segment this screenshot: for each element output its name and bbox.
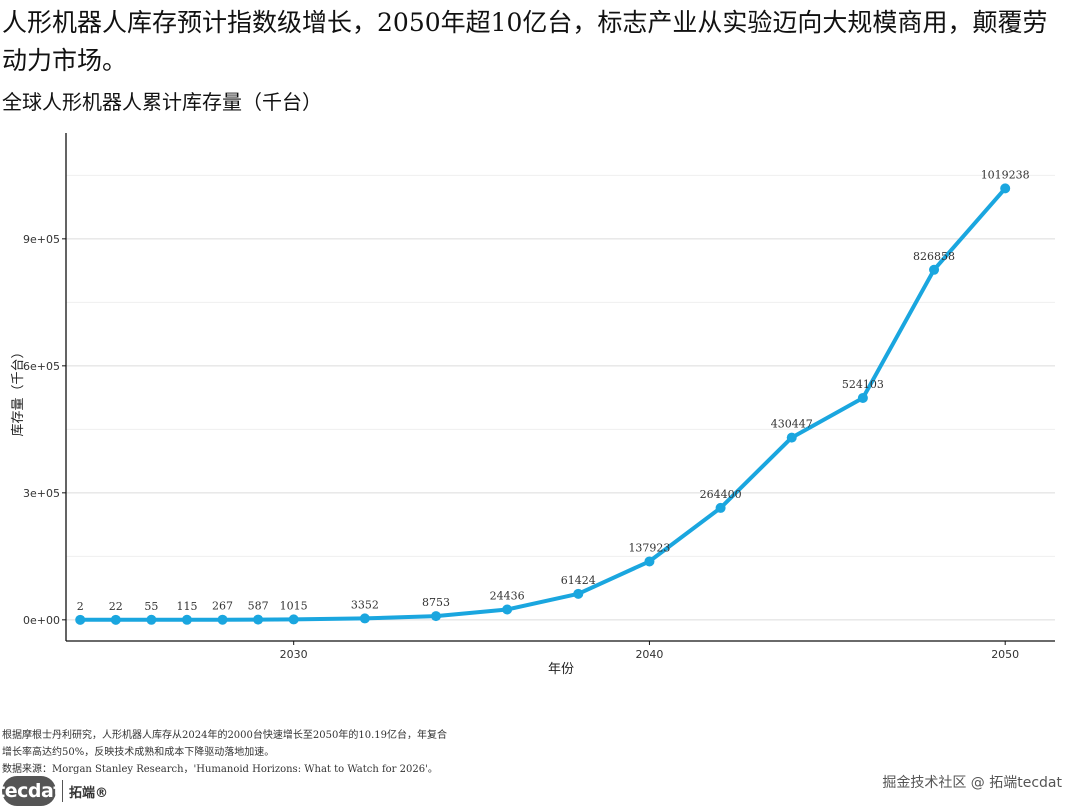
data-label: 826858 bbox=[913, 250, 955, 263]
axes bbox=[65, 133, 1055, 642]
data-point bbox=[75, 614, 86, 625]
y-axis-label: 库存量（千台） bbox=[10, 345, 26, 436]
data-point bbox=[786, 432, 797, 443]
note-line-2: 增长率高达约50%，反映技术成熟和成本下降驱动落地加速。 bbox=[2, 747, 275, 758]
data-point bbox=[359, 613, 370, 624]
data-label: 2 bbox=[77, 600, 84, 613]
data-point bbox=[502, 604, 513, 615]
data-point bbox=[644, 556, 655, 567]
data-label: 264400 bbox=[700, 488, 742, 501]
data-label: 3352 bbox=[351, 598, 379, 611]
logo: tecdat 拓端® bbox=[0, 776, 109, 806]
data-label: 587 bbox=[248, 600, 269, 613]
data-point bbox=[430, 611, 441, 622]
data-label: 115 bbox=[176, 600, 197, 613]
data-label: 24436 bbox=[490, 589, 525, 602]
logo-name: 拓端® bbox=[69, 785, 109, 801]
series-line bbox=[78, 186, 1008, 622]
data-label: 267 bbox=[212, 600, 233, 613]
data-point bbox=[146, 614, 157, 625]
headline: 人形机器人库存预计指数级增长，2050年超10亿台，标志产业从实验迈向大规模商用… bbox=[2, 8, 1048, 75]
data-label: 8753 bbox=[422, 596, 450, 609]
data-point bbox=[110, 614, 121, 625]
data-label: 1019238 bbox=[981, 168, 1030, 181]
source-note: 数据来源：Morgan Stanley Research，'Humanoid H… bbox=[2, 764, 438, 775]
data-point bbox=[1000, 183, 1011, 194]
data-labels: 2 22 55 115 267 587 1015 3352 875324436614241379… bbox=[77, 168, 1030, 612]
data-label: 524103 bbox=[842, 378, 884, 391]
x-tick-label: 2040 bbox=[635, 648, 663, 661]
y-axis-ticks: 0e+00 3e+05 6e+05 9e+05 bbox=[23, 233, 66, 627]
x-tick-label: 2050 bbox=[991, 648, 1019, 661]
watermark: 掘金技术社区 @ 拓端tecdat bbox=[882, 775, 1062, 791]
chart-title: 全球人形机器人累计库存量（千台） bbox=[2, 90, 322, 114]
x-axis-ticks: 2030 2040 2050 bbox=[280, 641, 1019, 661]
y-tick-label: 3e+05 bbox=[23, 487, 60, 500]
data-label: 1015 bbox=[280, 599, 308, 612]
data-label: 61424 bbox=[561, 574, 596, 587]
y-tick-label: 6e+05 bbox=[23, 360, 60, 373]
x-tick-label: 2030 bbox=[280, 648, 308, 661]
data-point bbox=[715, 502, 726, 513]
logo-divider bbox=[62, 780, 63, 802]
data-point bbox=[288, 614, 299, 625]
data-label: 22 bbox=[109, 600, 123, 613]
data-point bbox=[929, 264, 940, 275]
grid-lines bbox=[66, 174, 1055, 621]
data-label: 55 bbox=[144, 600, 158, 613]
x-axis-label: 年份 bbox=[548, 662, 574, 677]
y-tick-label: 9e+05 bbox=[23, 233, 60, 246]
data-point bbox=[857, 392, 868, 403]
data-point bbox=[253, 614, 264, 625]
y-tick-label: 0e+00 bbox=[23, 614, 60, 627]
data-point bbox=[181, 614, 192, 625]
data-point bbox=[573, 588, 584, 599]
data-label: 430447 bbox=[771, 418, 813, 431]
data-point bbox=[217, 614, 228, 625]
data-label: 137923 bbox=[628, 541, 670, 554]
note-line-1: 根据摩根士丹利研究，人形机器人库存从2024年的2000台快速增长至2050年的… bbox=[2, 730, 447, 741]
logo-brand: tecdat bbox=[0, 776, 62, 806]
data-points bbox=[75, 183, 1011, 625]
